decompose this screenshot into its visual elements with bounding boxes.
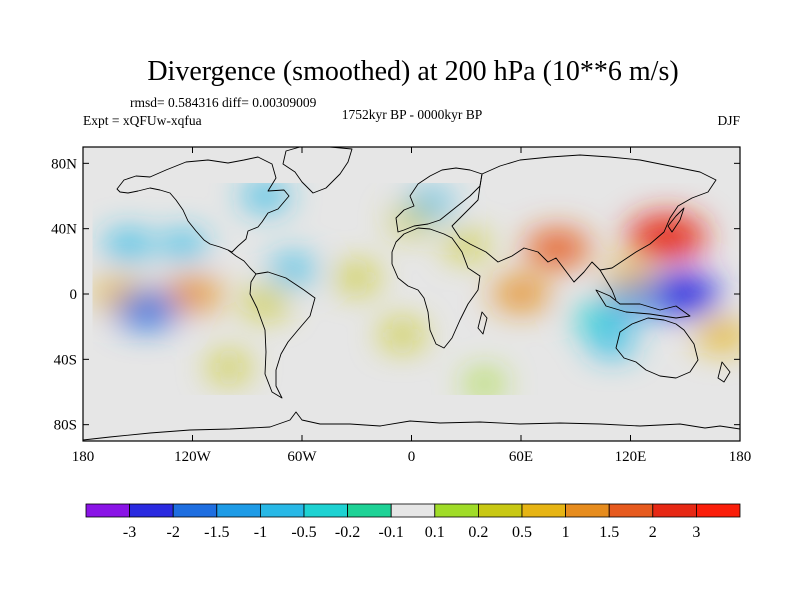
coast-asia	[451, 154, 717, 283]
coast-antarctica	[83, 411, 740, 441]
colorbar-label-2: -1.5	[204, 524, 229, 541]
colorbar-label-4: -0.5	[291, 524, 316, 541]
colorbar-box-8	[434, 503, 479, 518]
colorbar-label-8: 0.2	[468, 524, 488, 541]
y-tick-label-3: 40S	[54, 352, 77, 368]
anomaly-cell-0	[104, 231, 153, 259]
coast-japan	[667, 207, 685, 233]
colorbar-box-4	[259, 503, 305, 518]
anomaly-cell-2	[270, 257, 316, 282]
colorbar: -3 -2 -1.5 -1 -0.5 -0.2 -0.1 0.1 0.2 0.5 1 1.5 2 3	[85, 503, 741, 541]
chart-title: Divergence (smoothed) at 200 hPa (10**6 …	[147, 56, 678, 87]
x-tick-label-4: 60E	[509, 449, 533, 465]
anomaly-cell-15	[588, 330, 636, 356]
axis-ticks: 180 120W 60W 0 60E 120E 180 80N 40N 0 40S 80S	[51, 147, 751, 465]
colorbar-box-11	[565, 503, 610, 518]
anomaly-cell-22	[208, 356, 250, 379]
coast-north-america	[116, 156, 290, 253]
anomaly-cell-19	[445, 233, 487, 257]
colorbar-box-1	[129, 503, 174, 518]
colorbar-label-6: -0.1	[379, 524, 404, 541]
colorbar-box-5	[303, 503, 348, 518]
colorbar-label-13: 3	[692, 524, 700, 541]
colorbar-box-6	[347, 503, 392, 518]
colorbar-label-12: 2	[649, 524, 657, 541]
anomaly-cell-8	[492, 278, 550, 310]
season-label: DJF	[717, 113, 740, 128]
coast-africa	[391, 227, 481, 349]
anomaly-field	[92, 183, 740, 395]
anomaly-cell-12	[643, 273, 720, 315]
colorbar-box-14	[696, 503, 741, 518]
coast-south-america	[249, 271, 316, 399]
anomaly-cell-16	[695, 320, 740, 350]
colorbar-label-10: 1	[562, 524, 570, 541]
anomaly-cell-3	[163, 278, 222, 310]
colorbar-box-2	[172, 503, 218, 518]
y-tick-label-1: 40N	[51, 222, 77, 238]
colorbar-box-7	[390, 503, 436, 518]
coast-central-america	[227, 249, 257, 275]
anomaly-cell-10	[604, 263, 657, 293]
x-tick-label-6: 180	[729, 449, 752, 465]
anomaly-cell-17	[242, 183, 289, 209]
anomaly-cell-9	[525, 230, 590, 267]
anomaly-cell-1	[160, 232, 206, 258]
colorbar-label-7: 0.1	[425, 524, 445, 541]
colorbar-label-5: -0.2	[335, 524, 360, 541]
y-tick-label-4: 80S	[54, 418, 77, 434]
coast-southeast-asia	[599, 269, 617, 301]
anomaly-cell-11	[627, 214, 707, 259]
colorbar-box-9	[477, 503, 523, 518]
anomaly-cell-7	[335, 265, 379, 290]
colorbar-label-1: -2	[167, 524, 180, 541]
colorbar-box-0	[85, 503, 130, 518]
colorbar-box-12	[608, 503, 654, 518]
period-label: 1752kyr BP - 0000kyr BP	[342, 107, 483, 122]
anomaly-cell-5	[115, 292, 179, 328]
colorbar-label-9: 0.5	[512, 524, 532, 541]
x-tick-label-5: 120E	[615, 449, 647, 465]
coast-europe	[395, 167, 483, 233]
coast-australia	[615, 317, 699, 379]
anomaly-cell-14	[572, 306, 616, 331]
x-tick-label-2: 60W	[287, 449, 317, 465]
anomaly-cell-23	[464, 372, 505, 395]
stats-text: rmsd= 0.584316 diff= 0.00309009	[130, 95, 317, 110]
anomaly-cell-6	[243, 289, 288, 315]
colorbar-label-3: -1	[254, 524, 267, 541]
anomaly-cell-20	[380, 322, 424, 347]
coastlines	[83, 147, 740, 441]
colorbar-box-3	[216, 503, 261, 518]
y-tick-label-0: 80N	[51, 156, 77, 172]
colorbar-box-13	[652, 503, 697, 518]
coast-new-zealand	[717, 361, 731, 383]
experiment-label: Expt = xQFUw-xqfua	[83, 113, 202, 128]
coast-madagascar	[477, 311, 488, 335]
coast-indonesia	[595, 289, 691, 319]
coast-greenland	[282, 147, 353, 194]
x-tick-label-3: 0	[408, 449, 416, 465]
map-area	[83, 147, 740, 441]
x-tick-label-0: 180	[72, 449, 95, 465]
colorbar-label-0: -3	[123, 524, 136, 541]
colorbar-box-10	[521, 503, 566, 518]
y-tick-label-2: 0	[70, 287, 78, 303]
x-tick-label-1: 120W	[174, 449, 212, 465]
colorbar-label-11: 1.5	[599, 524, 619, 541]
anomaly-cell-21	[390, 209, 433, 232]
